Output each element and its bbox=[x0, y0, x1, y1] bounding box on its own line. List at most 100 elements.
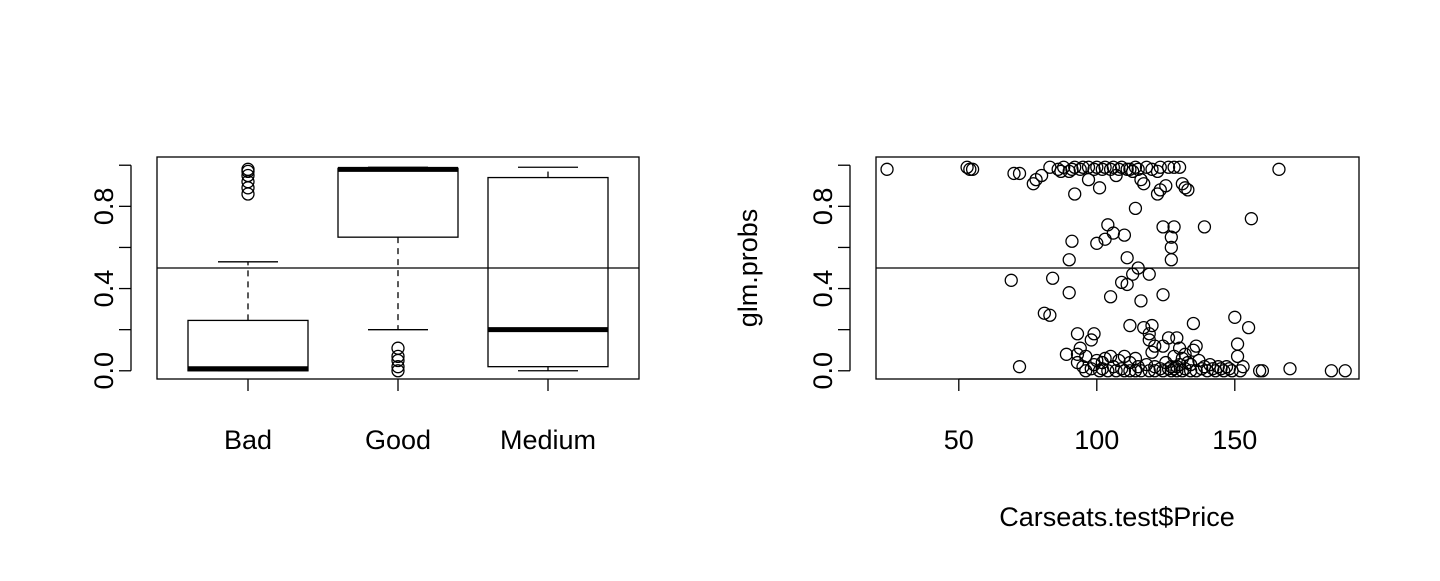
scatter-point bbox=[1170, 364, 1184, 378]
scatter-point bbox=[1062, 253, 1076, 267]
scatter-point bbox=[1128, 201, 1143, 216]
scatter-points bbox=[880, 160, 1352, 378]
scatter-point bbox=[1137, 177, 1151, 191]
scatter-point bbox=[1164, 230, 1178, 244]
scatter-point bbox=[1181, 183, 1195, 197]
scatter-point bbox=[1178, 181, 1192, 195]
box-iqr bbox=[337, 167, 459, 238]
box-iqr bbox=[187, 319, 309, 372]
scatter-point bbox=[1134, 172, 1148, 187]
scatter-point bbox=[1197, 220, 1212, 234]
box-medium bbox=[487, 166, 609, 372]
scatter-point bbox=[1084, 333, 1098, 347]
scatter-point bbox=[1156, 220, 1170, 234]
scatter-point bbox=[1186, 316, 1201, 331]
scatter-point bbox=[1156, 339, 1170, 353]
scatter-y-tick-label: 0.8 bbox=[808, 188, 838, 226]
scatter-panel: 0.0 0.4 0.8 50 100 150 Carseats.test$Price g… bbox=[733, 156, 1360, 532]
box-outlier bbox=[391, 341, 405, 355]
scatter-point bbox=[1103, 290, 1118, 304]
scatter-point bbox=[1142, 267, 1156, 281]
boxplot-y-axis: 0.0 0.4 0.8 bbox=[89, 164, 132, 390]
scatter-point bbox=[1120, 251, 1134, 265]
boxplot-panel: 0.0 0.4 0.8 Bad Good Medium bbox=[89, 156, 640, 455]
scatter-y-axis: 0.0 0.4 0.8 bbox=[808, 164, 851, 390]
scatter-point bbox=[1007, 166, 1021, 181]
scatter-point bbox=[1145, 345, 1159, 359]
scatter-point bbox=[1092, 364, 1107, 378]
scatter-point bbox=[1101, 218, 1115, 232]
scatter-point bbox=[1070, 327, 1085, 341]
scatter-y-tick-label: 0.0 bbox=[808, 352, 838, 390]
scatter-point bbox=[1159, 179, 1173, 193]
boxplot-x-tick-label: Bad bbox=[224, 425, 272, 455]
scatter-point bbox=[1233, 364, 1247, 378]
scatter-point bbox=[1128, 364, 1143, 378]
scatter-point bbox=[1230, 349, 1245, 364]
scatter-point bbox=[1178, 347, 1192, 361]
scatter-point bbox=[965, 162, 980, 176]
scatter-point bbox=[1081, 172, 1096, 187]
scatter-point bbox=[1167, 220, 1181, 234]
scatter-point bbox=[1150, 187, 1165, 201]
scatter-point bbox=[1004, 273, 1018, 287]
scatter-point bbox=[1114, 275, 1129, 290]
scatter-point bbox=[1070, 347, 1085, 361]
scatter-point bbox=[1241, 320, 1256, 335]
scatter-x-tick-label: 50 bbox=[944, 425, 974, 455]
boxplot-y-tick-label: 0.4 bbox=[89, 270, 119, 308]
scatter-point bbox=[1161, 160, 1176, 174]
scatter-point bbox=[1034, 168, 1049, 183]
scatter-point bbox=[1145, 318, 1159, 333]
scatter-point bbox=[1026, 177, 1040, 191]
scatter-x-axis-label: Carseats.test$Price bbox=[999, 502, 1235, 532]
scatter-point bbox=[1120, 277, 1134, 292]
scatter-point bbox=[880, 162, 894, 176]
scatter-point bbox=[1186, 343, 1201, 357]
scatter-point bbox=[1068, 187, 1082, 201]
scatter-point bbox=[1230, 337, 1245, 351]
scatter-point bbox=[1045, 271, 1060, 285]
scatter-point bbox=[1123, 364, 1137, 378]
scatter-point bbox=[1012, 166, 1027, 181]
scatter-point bbox=[1131, 162, 1145, 176]
scatter-point bbox=[960, 160, 974, 174]
scatter-point bbox=[1103, 349, 1118, 364]
scatter-point bbox=[1106, 226, 1121, 240]
scatter-point bbox=[1189, 339, 1203, 353]
scatter-point bbox=[1112, 162, 1126, 176]
scatter-point bbox=[1087, 327, 1101, 341]
scatter-point bbox=[1164, 253, 1178, 267]
box-outlier bbox=[391, 364, 405, 378]
scatter-point bbox=[1195, 362, 1209, 376]
scatter-point bbox=[1073, 162, 1087, 176]
scatter-point bbox=[1324, 364, 1339, 378]
boxplot-y-tick-label: 0.8 bbox=[89, 188, 119, 226]
scatter-point bbox=[1252, 364, 1267, 378]
box-good bbox=[337, 166, 459, 378]
scatter-point bbox=[1148, 339, 1162, 353]
scatter-point bbox=[1123, 162, 1137, 176]
scatter-point bbox=[1123, 318, 1137, 333]
scatter-y-tick-label: 0.4 bbox=[808, 270, 838, 308]
scatter-point bbox=[1059, 347, 1074, 361]
scatter-point bbox=[1090, 160, 1104, 174]
scatter-point bbox=[1148, 364, 1162, 378]
scatter-point bbox=[1092, 181, 1107, 195]
scatter-point bbox=[1283, 362, 1297, 376]
scatter-point bbox=[1062, 286, 1076, 300]
box-iqr bbox=[487, 176, 609, 368]
scatter-point bbox=[1109, 364, 1123, 378]
scatter-point bbox=[1043, 308, 1057, 322]
box-outlier bbox=[241, 162, 255, 176]
box-outlier bbox=[391, 349, 405, 364]
scatter-point bbox=[1153, 160, 1167, 174]
scatter-point bbox=[1098, 351, 1112, 366]
boxplot-boxes bbox=[187, 162, 609, 378]
scatter-point bbox=[1217, 364, 1231, 378]
scatter-point bbox=[1117, 228, 1132, 242]
boxplot-x-tick-label: Medium bbox=[500, 425, 596, 455]
scatter-point bbox=[1126, 164, 1140, 179]
